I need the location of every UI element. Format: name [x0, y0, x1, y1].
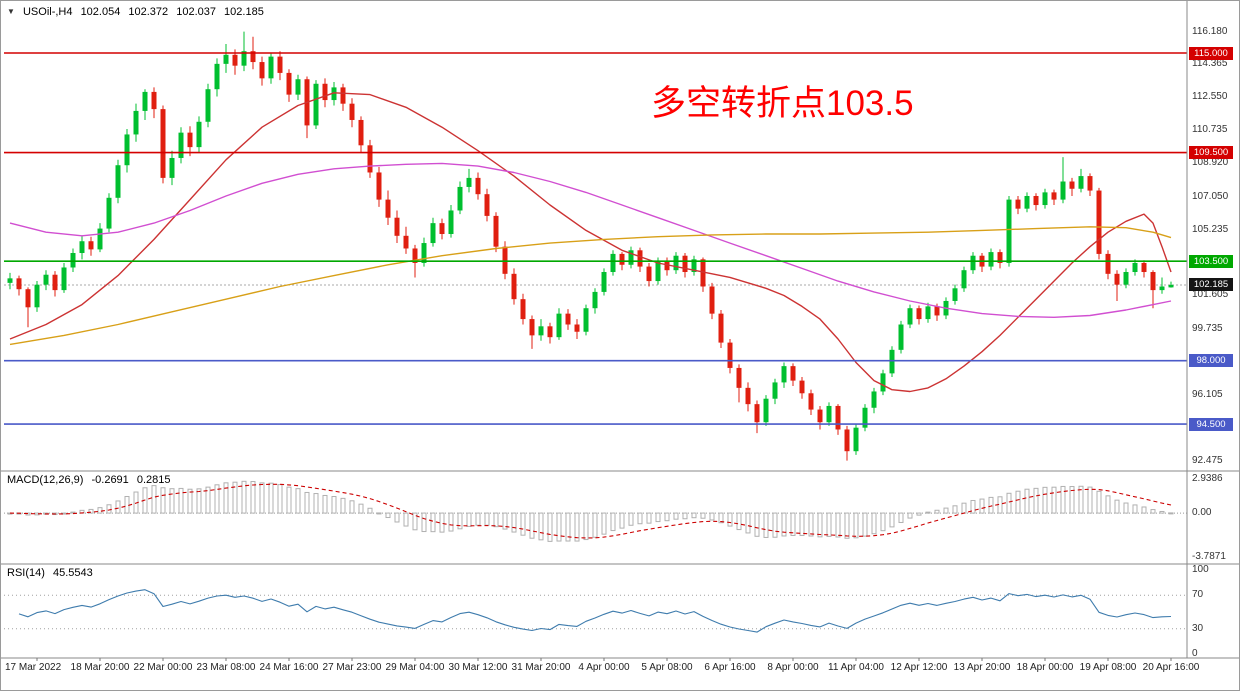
chart-menu-triangle-icon[interactable]: ▼: [7, 7, 15, 16]
close-value: 102.185: [224, 6, 264, 18]
macd-main-value: -0.2691: [91, 474, 129, 486]
chart-text-annotation[interactable]: 多空转折点103.5: [651, 84, 914, 123]
symbol-timeframe-label: USOil-,H4: [22, 6, 73, 18]
rsi-header: RSI(14) 45.5543: [7, 567, 98, 579]
macd-label: MACD(12,26,9): [7, 474, 84, 486]
ohlc-header: ▼ USOil-,H4 102.054 102.372 102.037 102.…: [7, 6, 269, 18]
rsi-panel: [4, 589, 1187, 633]
slow-red-ma: [9, 92, 1172, 393]
macd-panel: [4, 480, 1187, 542]
rsi-label: RSI(14): [7, 567, 45, 579]
rsi-value: 45.5543: [52, 567, 93, 579]
candles-layer: [7, 31, 1174, 461]
panel-separators: [1, 1, 1239, 659]
high-value: 102.372: [128, 6, 169, 18]
time-axis-ticks: [36, 658, 1172, 661]
magenta-ma: [9, 162, 1172, 318]
price-level-lines[interactable]: [4, 52, 1187, 425]
open-value: 102.054: [80, 6, 121, 18]
moving-average-lines: [9, 92, 1172, 393]
orange-ma: [9, 226, 1172, 346]
macd-header: MACD(12,26,9) -0.2691 0.2815: [7, 474, 176, 486]
macd-signal-value: 0.2815: [136, 474, 171, 486]
low-value: 102.037: [176, 6, 216, 18]
